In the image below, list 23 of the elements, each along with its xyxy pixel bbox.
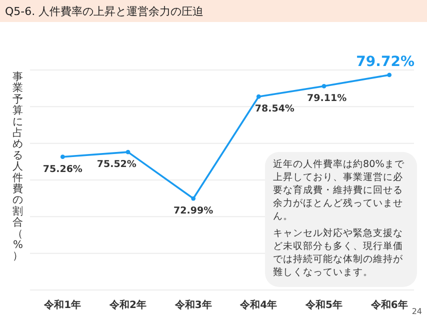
point — [191, 196, 196, 201]
data-label: 79.72% — [356, 54, 414, 70]
point — [387, 72, 392, 78]
x-tick-label: 令和4年 — [239, 299, 278, 311]
x-tick-label: 令和5年 — [304, 299, 342, 311]
annotation: 近年の人件費率は約80%まで上昇しており、事業運営に必要な育成費・維持費に回せる余力がほとんど残っていません。 — [273, 158, 406, 223]
data-label: 79.11% — [307, 93, 348, 104]
point — [126, 150, 130, 154]
data-label: 78.54% — [254, 104, 295, 115]
text: 24 — [412, 307, 422, 316]
data-label: 75.26% — [42, 164, 83, 175]
x-tick-label: 令和1年 — [43, 299, 82, 311]
x-tick-label: 令和2年 — [108, 299, 146, 311]
point — [322, 84, 326, 88]
chart-title: Q5-6. 人件費率の上昇と運営余力の圧迫 — [5, 5, 204, 18]
point — [60, 154, 65, 160]
text: 事業予算に占める人件費の割合（%） — [12, 71, 24, 262]
data-label: 75.52% — [96, 159, 137, 170]
text: キャンセル対応や緊急支援など未収部分も多く、現行単価では持続可能な体制の維持が難しくなっています。 — [273, 227, 404, 279]
point — [256, 94, 261, 99]
data-label: 72.99% — [174, 206, 214, 217]
x-tick-label: 令和3年 — [174, 299, 212, 311]
x-tick-label: 令和6年 — [370, 299, 408, 311]
